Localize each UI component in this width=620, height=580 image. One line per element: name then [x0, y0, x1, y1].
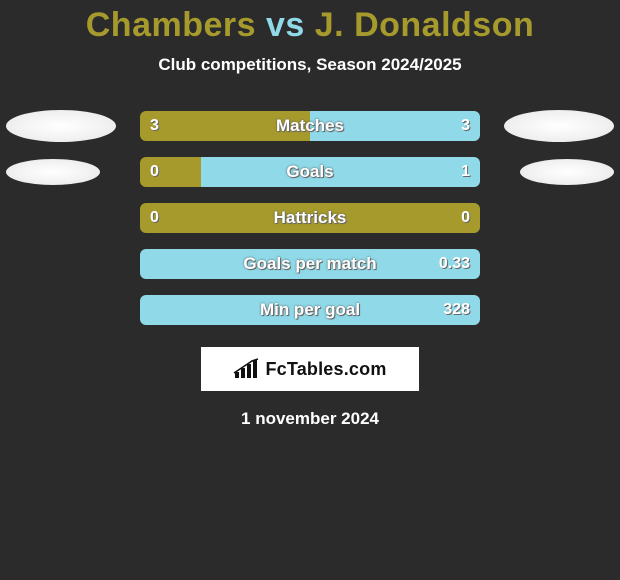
bar-chart-icon [233, 358, 259, 380]
player1-badge [6, 110, 116, 142]
player1-badge [6, 159, 100, 185]
stat-bar: 328Min per goal [140, 295, 480, 325]
vs-label: vs [266, 6, 305, 44]
stat-row: 33Matches [0, 103, 620, 149]
player2-badge [504, 110, 614, 142]
comparison-rows: 33Matches 01Goals 00Hattricks 0.33Goals per… [0, 103, 620, 333]
stat-row: 0.33Goals per match [0, 241, 620, 287]
stat-row: 00Hattricks [0, 195, 620, 241]
player1-name: Chambers [86, 6, 256, 44]
stat-bar-left [140, 203, 480, 233]
stat-bar: 01Goals [140, 157, 480, 187]
stat-bar: 00Hattricks [140, 203, 480, 233]
brand-text: FcTables.com [265, 359, 386, 380]
player2-name: J. Donaldson [315, 6, 534, 44]
player2-badge [520, 159, 614, 185]
stat-bar-right [140, 249, 480, 279]
stat-bar: 0.33Goals per match [140, 249, 480, 279]
stat-bar-right [201, 157, 480, 187]
brand-badge: FcTables.com [201, 347, 419, 391]
stat-row: 328Min per goal [0, 287, 620, 333]
snapshot-date: 1 november 2024 [0, 409, 620, 429]
stat-bar-left [140, 111, 310, 141]
comparison-title: Chambers vs J. Donaldson [0, 0, 620, 45]
stat-bar-right [310, 111, 480, 141]
stat-bar-left [140, 157, 201, 187]
stat-bar: 33Matches [140, 111, 480, 141]
stat-bar-right [140, 295, 480, 325]
comparison-subtitle: Club competitions, Season 2024/2025 [0, 55, 620, 75]
stat-row: 01Goals [0, 149, 620, 195]
